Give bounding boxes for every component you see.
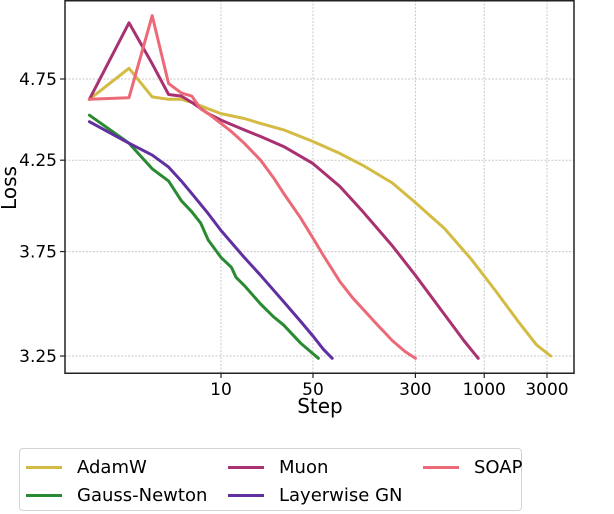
legend-item-muon: Muon (228, 455, 328, 479)
series-line-layerwise-gn (87, 120, 334, 360)
x-tick-label: 50 (302, 380, 324, 400)
x-tick-label: 1000 (463, 380, 506, 400)
axis-ticks: 10 50 300 1000 3000 4.75 4.25 3.75 3.25 (19, 70, 568, 400)
legend-label: Muon (279, 456, 329, 478)
soap-line-swatch-icon (423, 465, 459, 469)
series-lines (87, 14, 553, 360)
layerwise-gn-line-swatch-icon (228, 493, 264, 497)
plot-frame (64, 0, 575, 374)
legend-label: AdamW (77, 456, 147, 478)
legend-label: Layerwise GN (279, 484, 403, 506)
legend-item-soap: SOAP (423, 455, 522, 479)
x-axis-label: Step (297, 394, 343, 418)
legend-item-layerwise-gn: Layerwise GN (228, 483, 403, 507)
legend-item-adamw: AdamW (26, 455, 147, 479)
x-tick-label: 3000 (525, 380, 568, 400)
grid-lines (65, 0, 574, 373)
x-tick-label: 300 (399, 380, 431, 400)
muon-line-swatch-icon (228, 465, 264, 469)
x-tick-label: 10 (210, 380, 232, 400)
series-line-muon (87, 21, 480, 360)
legend-item-gauss-newton: Gauss-Newton (26, 483, 207, 507)
y-tick-label: 3.25 (19, 347, 57, 367)
legend-label: Gauss-Newton (77, 484, 208, 506)
y-tick-label: 3.75 (19, 243, 57, 263)
y-axis-label: Loss (0, 166, 21, 210)
gauss-newton-line-swatch-icon (26, 493, 62, 497)
series-line-adamw (87, 66, 553, 358)
y-tick-label: 4.75 (19, 70, 57, 90)
adamw-line-swatch-icon (26, 465, 62, 469)
series-line-gauss-newton (87, 113, 320, 360)
y-tick-label: 4.25 (19, 151, 57, 171)
series-line-soap (87, 14, 417, 360)
legend: AdamW Muon SOAP Gauss-Newton Layerwise G… (19, 448, 522, 511)
legend-label: SOAP (474, 456, 523, 478)
